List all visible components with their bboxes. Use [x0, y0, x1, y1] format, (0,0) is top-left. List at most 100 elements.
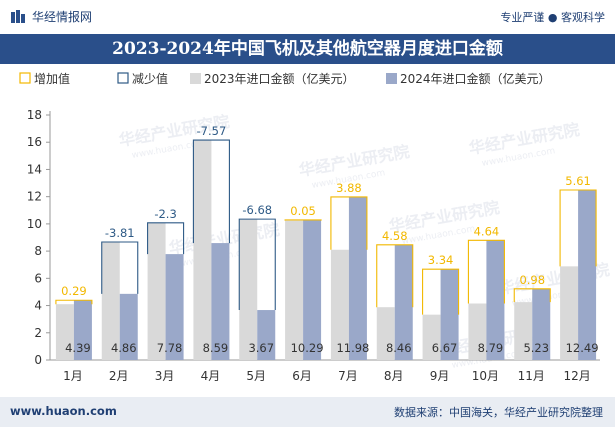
y-tick-label: 14: [27, 162, 42, 176]
change-label: -3.81: [105, 226, 135, 240]
value-label-2024: 3.67: [248, 341, 274, 355]
bar-2023: [147, 222, 166, 360]
y-tick-label: 18: [27, 108, 42, 122]
change-bracket: [513, 288, 551, 303]
x-tick-label: 12月: [563, 369, 590, 383]
change-label: 4.58: [382, 229, 408, 243]
bar-2023: [376, 307, 395, 360]
change-bracket: [559, 189, 597, 267]
change-bracket: [284, 219, 322, 221]
value-label-2024: 12.49: [566, 341, 599, 355]
bar-2024: [394, 244, 413, 360]
change-bracket: [101, 241, 139, 294]
bar-2023: [560, 266, 579, 360]
value-label-2024: 8.46: [386, 341, 412, 355]
x-tick-label: 9月: [430, 369, 450, 383]
x-tick-label: 5月: [246, 369, 266, 383]
y-tick-label: 8: [34, 244, 42, 258]
y-tick-label: 0: [34, 353, 42, 367]
bar-2023: [422, 314, 441, 360]
value-label-2024: 8.59: [203, 341, 229, 355]
x-tick-label: 10月: [472, 369, 499, 383]
y-tick-label: 6: [34, 271, 42, 285]
value-label-2024: 4.86: [111, 341, 137, 355]
bar-2024: [73, 300, 92, 360]
legend-label-1: 增加值: [34, 71, 70, 86]
brand: 华经情报网: [10, 8, 92, 25]
x-tick-label: 2月: [109, 369, 129, 383]
legend-label-4: 2024年进口金额（亿美元）: [400, 71, 551, 86]
x-tick-label: 7月: [338, 369, 358, 383]
bar-2023: [285, 220, 304, 360]
value-label-2024: 10.29: [291, 341, 324, 355]
bar-2024: [348, 196, 367, 360]
brand-logo-icon: [11, 9, 25, 23]
change-bracket: [330, 196, 368, 250]
change-bracket: [147, 222, 185, 255]
change-label: 0.05: [290, 204, 316, 218]
value-label-2024: 8.79: [478, 341, 504, 355]
value-label-2024: 5.23: [523, 341, 549, 355]
y-tick-label: 4: [34, 299, 42, 313]
x-tick-label: 3月: [155, 369, 175, 383]
x-tick-label: 6月: [292, 369, 312, 383]
bar-2023: [193, 140, 212, 360]
brand-name: 华经情报网: [32, 10, 93, 24]
change-bracket: [192, 139, 230, 244]
value-label-2024: 7.78: [157, 341, 183, 355]
change-label: 0.98: [519, 273, 545, 287]
footer-website[interactable]: www.huaon.com: [10, 404, 117, 418]
chart-title: 2023-2024年中国飞机及其他航空器月度进口金额: [112, 39, 503, 59]
bar-2024: [532, 288, 551, 360]
legend-swatch-3: [190, 73, 201, 84]
bar-2024: [119, 293, 138, 360]
change-bracket: [376, 244, 414, 308]
bar-2023: [239, 219, 258, 360]
y-tick-label: 12: [27, 190, 42, 204]
change-label: 0.29: [61, 284, 87, 298]
bar-2024: [303, 219, 322, 360]
bar-2023: [514, 302, 533, 360]
bar-2023: [468, 303, 487, 360]
y-tick-label: 16: [27, 135, 42, 149]
legend-swatch-2: [117, 72, 129, 84]
bar-2024: [440, 269, 459, 360]
value-label-2024: 11.98: [336, 341, 369, 355]
bar-2023: [55, 304, 74, 360]
change-label: -7.57: [197, 124, 227, 138]
bar-2024: [165, 254, 184, 360]
y-tick-label: 2: [34, 326, 42, 340]
legend-label-3: 2023年进口金额（亿美元）: [204, 71, 355, 86]
bar-2024: [578, 189, 597, 360]
footer-source: 数据来源：中国海关，华经产业研究院整理: [394, 406, 603, 419]
footer-bar: [0, 397, 615, 427]
x-tick-label: 8月: [384, 369, 404, 383]
top-bar: [0, 0, 615, 34]
change-bracket: [55, 299, 93, 305]
legend-swatch-4: [386, 73, 397, 84]
x-tick-label: 1月: [63, 369, 83, 383]
change-label: -2.3: [154, 207, 176, 221]
x-tick-label: 4月: [201, 369, 221, 383]
slogan: 专业严谨 ● 客观科学: [500, 11, 605, 24]
value-label-2024: 4.39: [65, 341, 91, 355]
y-tick-label: 10: [27, 217, 42, 231]
change-label: 3.88: [336, 181, 362, 195]
legend-label-2: 减少值: [132, 71, 168, 86]
change-label: 5.61: [565, 174, 591, 188]
bar-2023: [101, 241, 120, 360]
bar-2024: [211, 243, 230, 360]
value-label-2024: 6.67: [432, 341, 458, 355]
title-bar: [0, 34, 615, 64]
change-bracket: [238, 218, 276, 311]
change-bracket: [467, 239, 505, 304]
change-label: 3.34: [428, 253, 454, 267]
change-bracket: [422, 268, 460, 315]
bar-2023: [330, 249, 349, 360]
x-tick-label: 11月: [518, 369, 545, 383]
change-label: 4.64: [474, 224, 500, 238]
legend-swatch-1: [19, 72, 31, 84]
bar-2024: [257, 310, 276, 360]
change-label: -6.68: [242, 203, 272, 217]
